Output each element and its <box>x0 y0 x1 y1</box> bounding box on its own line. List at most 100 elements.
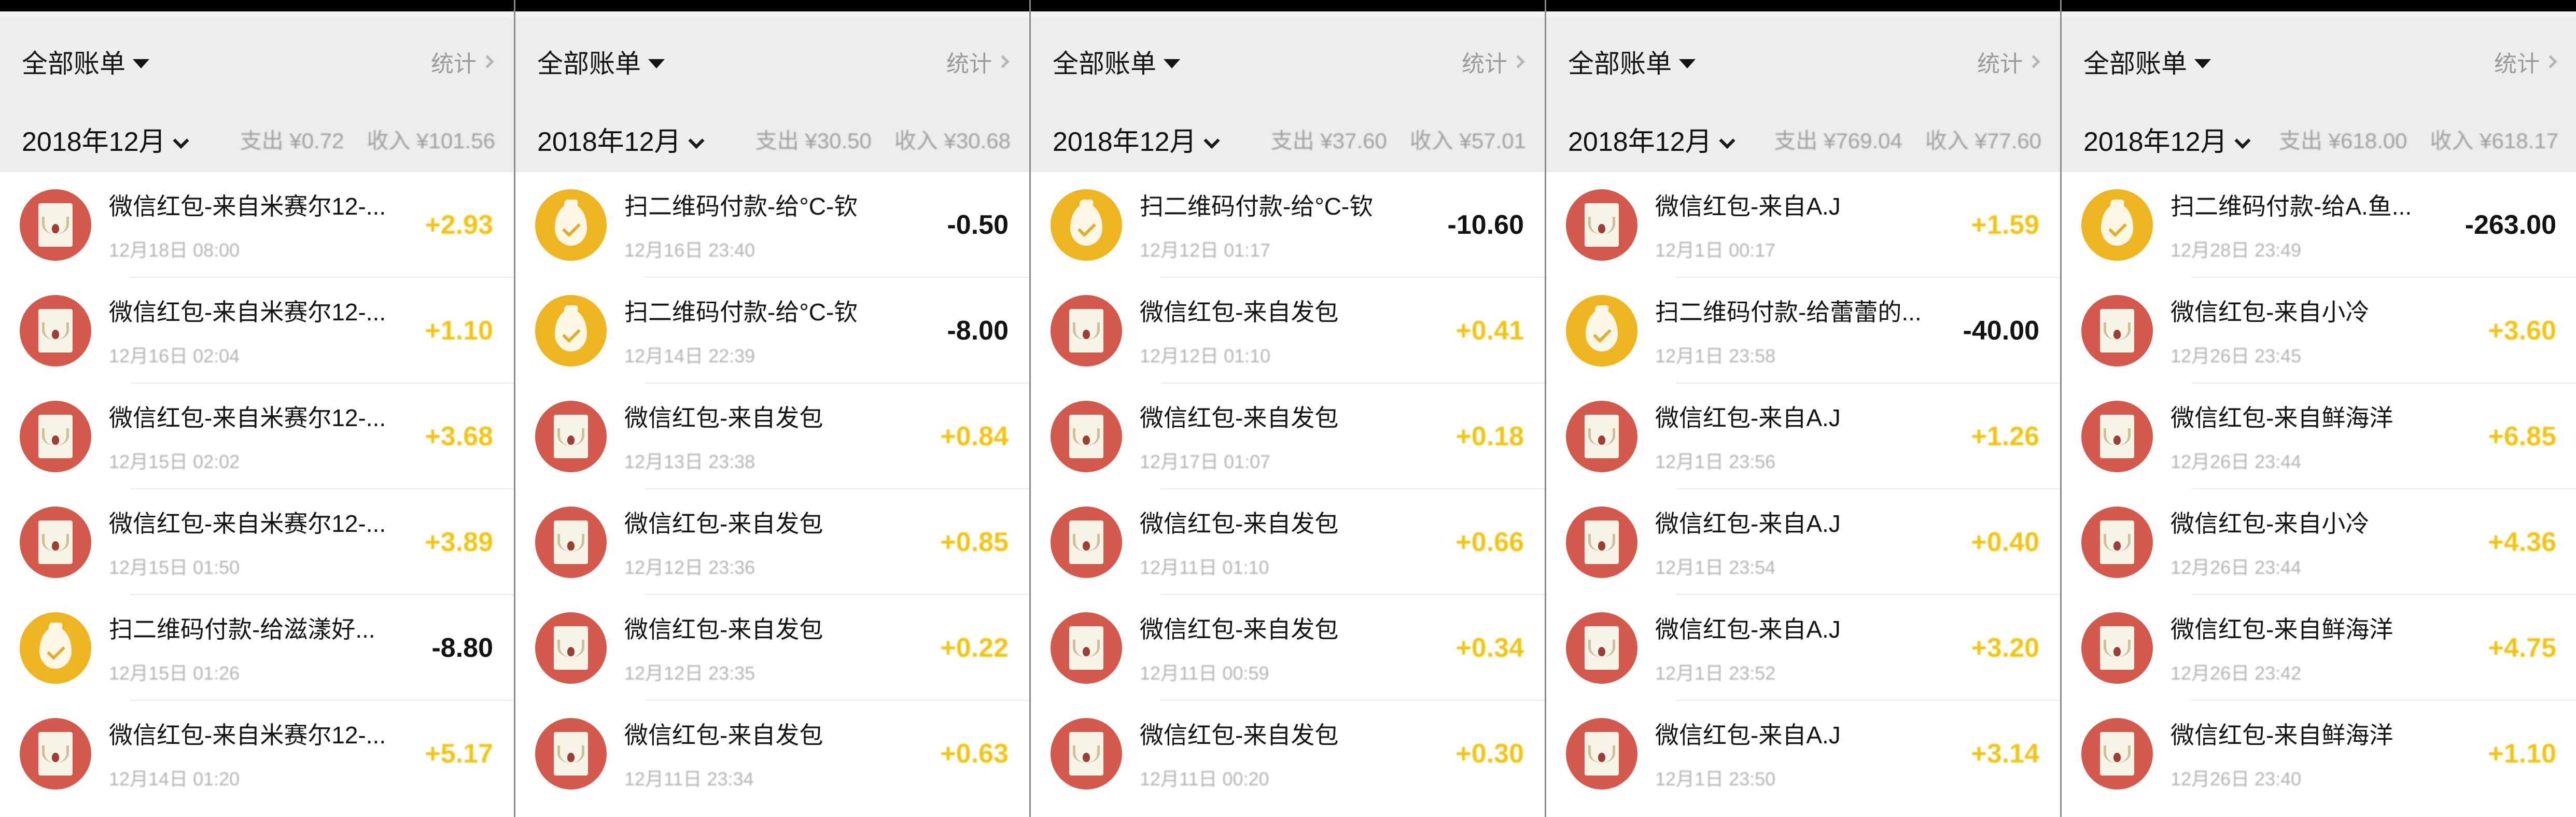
transaction-row[interactable]: 扫二维码付款-给蕾蕾的... 12月1日 23:58 -40.00 <box>1546 278 2060 384</box>
month-selector[interactable]: 2018年12月 <box>537 120 705 159</box>
statistics-link[interactable]: 统计 <box>1462 45 1525 78</box>
transaction-date: 12月17日 01:07 <box>1140 451 1271 472</box>
transaction-info: 微信红包-来自小冷 12月26日 23:45 <box>2171 293 2479 368</box>
transaction-row[interactable]: 微信红包-来自发包 12月11日 00:59 +0.34 <box>1031 595 1545 701</box>
bill-filter-button[interactable]: 全部账单 <box>1053 43 1180 80</box>
transaction-row[interactable]: 扫二维码付款-给°C-钦 12月16日 23:40 -0.50 <box>515 172 1029 278</box>
statistics-label: 统计 <box>2494 51 2540 77</box>
transaction-row[interactable]: 微信红包-来自发包 12月11日 00:20 +0.30 <box>1031 701 1545 807</box>
month-selector[interactable]: 2018年12月 <box>1053 120 1220 159</box>
chevron-down-icon <box>133 59 149 68</box>
red-packet-icon <box>1566 189 1637 261</box>
statistics-link[interactable]: 统计 <box>2494 45 2557 78</box>
bill-filter-label: 全部账单 <box>22 49 125 78</box>
transaction-row[interactable]: 微信红包-来自鲜海洋 12月26日 23:44 +6.85 <box>2062 384 2576 489</box>
status-bar-strip <box>515 0 1029 11</box>
envelope-glyph <box>1585 732 1619 776</box>
transaction-title: 微信红包-来自A.J <box>1655 616 1841 643</box>
month-selector[interactable]: 2018年12月 <box>2083 120 2251 159</box>
statistics-link[interactable]: 统计 <box>946 45 1010 78</box>
transaction-info: 微信红包-来自米赛尔12-... 12月16日 02:04 <box>109 293 415 368</box>
transaction-title: 微信红包-来自A.J <box>1655 404 1841 431</box>
transaction-date: 12月14日 01:20 <box>109 768 240 790</box>
transaction-row[interactable]: 微信红包-来自A.J 12月1日 23:52 +3.20 <box>1546 595 2060 701</box>
chevron-down-icon <box>2194 59 2211 68</box>
transaction-row[interactable]: 微信红包-来自发包 12月12日 23:36 +0.85 <box>515 489 1029 595</box>
status-bar-filler <box>0 11 514 18</box>
transaction-amount: +3.20 <box>1971 633 2039 663</box>
expense-total: 支出 ¥37.60 <box>1270 128 1387 153</box>
transaction-row[interactable]: 微信红包-来自A.J 12月1日 23:54 +0.40 <box>1546 489 2060 595</box>
transaction-row[interactable]: 扫二维码付款-给°C-钦 12月14日 22:39 -8.00 <box>515 278 1029 384</box>
transaction-row[interactable]: 微信红包-来自米赛尔12-... 12月16日 02:04 +1.10 <box>0 278 514 384</box>
transaction-info: 微信红包-来自小冷 12月26日 23:44 <box>2171 505 2479 580</box>
transaction-date: 12月28日 23:49 <box>2171 240 2302 261</box>
red-packet-icon <box>1051 506 1122 578</box>
status-bar-filler <box>1546 11 2060 18</box>
bill-filter-button[interactable]: 全部账单 <box>1568 43 1696 80</box>
chevron-down-icon <box>1203 132 1220 149</box>
transaction-list: 扫二维码付款-给°C-钦 12月12日 01:17 -10.60 微信红包-来自发包 1… <box>1031 172 1545 817</box>
qr-pay-icon <box>535 189 607 261</box>
transaction-row[interactable]: 微信红包-来自米赛尔12-... 12月18日 08:00 +2.93 <box>0 172 514 278</box>
bill-screen-5: 全部账单 统计 2018年12月 支出 ¥618.00 收入 ¥618.17 扫二维码付款… <box>2062 0 2576 817</box>
transaction-title: 微信红包-来自米赛尔12-... <box>109 510 386 537</box>
transaction-row[interactable]: 微信红包-来自发包 12月13日 23:38 +0.84 <box>515 384 1029 489</box>
transaction-row[interactable]: 微信红包-来自发包 12月17日 01:07 +0.18 <box>1031 384 1545 489</box>
transaction-row[interactable]: 微信红包-来自米赛尔12-... 12月15日 02:02 +3.68 <box>0 384 514 489</box>
bill-filter-button[interactable]: 全部账单 <box>22 43 149 80</box>
transaction-info: 扫二维码付款-给°C-钦 12月14日 22:39 <box>624 293 937 368</box>
transaction-info: 微信红包-来自发包 12月11日 00:59 <box>1140 611 1446 685</box>
transaction-row[interactable]: 微信红包-来自发包 12月11日 23:34 +0.63 <box>515 701 1029 807</box>
transaction-amount: -8.80 <box>431 633 493 663</box>
envelope-glyph <box>1069 520 1103 564</box>
transaction-info: 微信红包-来自米赛尔12-... 12月15日 02:02 <box>109 399 415 474</box>
transaction-row[interactable]: 微信红包-来自米赛尔12-... 12月15日 01:50 +3.89 <box>0 489 514 595</box>
month-label: 2018年12月 <box>1568 126 1712 157</box>
transaction-date: 12月11日 00:59 <box>1140 663 1269 684</box>
transaction-title: 扫二维码付款-给A.鱼... <box>2171 193 2412 220</box>
status-bar-filler <box>1031 11 1545 18</box>
transaction-title: 扫二维码付款-给°C-钦 <box>624 299 858 326</box>
transaction-row[interactable]: 微信红包-来自小冷 12月26日 23:44 +4.36 <box>2062 489 2576 595</box>
statistics-link[interactable]: 统计 <box>1977 45 2040 78</box>
month-selector[interactable]: 2018年12月 <box>22 120 189 159</box>
transaction-date: 12月26日 23:40 <box>2171 768 2302 790</box>
transaction-row[interactable]: 微信红包-来自A.J 12月1日 23:56 +1.26 <box>1546 384 2060 489</box>
transaction-info: 微信红包-来自发包 12月11日 23:34 <box>624 716 931 791</box>
transaction-info: 微信红包-来自米赛尔12-... 12月18日 08:00 <box>109 188 415 262</box>
transaction-date: 12月1日 23:56 <box>1655 451 1776 472</box>
transaction-title: 微信红包-来自A.J <box>1655 722 1841 749</box>
transaction-info: 扫二维码付款-给蕾蕾的... 12月1日 23:58 <box>1655 293 1954 368</box>
transaction-row[interactable]: 扫二维码付款-给A.鱼... 12月28日 23:49 -263.00 <box>2062 172 2576 278</box>
bill-filter-button[interactable]: 全部账单 <box>537 43 665 80</box>
transaction-date: 12月18日 08:00 <box>109 240 240 261</box>
transaction-info: 扫二维码付款-给°C-钦 12月16日 23:40 <box>624 188 937 262</box>
transaction-row[interactable]: 微信红包-来自米赛尔12-... 12月14日 01:20 +5.17 <box>0 701 514 807</box>
transaction-row[interactable]: 微信红包-来自A.J 12月1日 23:50 +3.14 <box>1546 701 2060 807</box>
month-selector[interactable]: 2018年12月 <box>1568 120 1735 159</box>
transaction-row[interactable]: 扫二维码付款-给滋漾好... 12月15日 01:26 -8.80 <box>0 595 514 701</box>
transaction-title: 微信红包-来自米赛尔12-... <box>109 193 386 220</box>
transaction-info: 微信红包-来自发包 12月12日 01:10 <box>1140 293 1446 368</box>
transaction-row[interactable]: 微信红包-来自发包 12月12日 23:35 +0.22 <box>515 595 1029 701</box>
transaction-row[interactable]: 微信红包-来自发包 12月12日 01:10 +0.41 <box>1031 278 1545 384</box>
transaction-row[interactable]: 微信红包-来自鲜海洋 12月26日 23:40 +1.10 <box>2062 701 2576 807</box>
transaction-row[interactable]: 微信红包-来自A.J 12月1日 00:17 +1.59 <box>1546 172 2060 278</box>
statistics-link[interactable]: 统计 <box>431 45 494 78</box>
statistics-label: 统计 <box>431 51 477 77</box>
transaction-amount: +2.93 <box>425 210 493 240</box>
bill-filter-button[interactable]: 全部账单 <box>2083 43 2211 80</box>
envelope-glyph <box>38 309 73 353</box>
transaction-title: 微信红包-来自鲜海洋 <box>2171 616 2393 643</box>
red-packet-icon <box>535 401 607 472</box>
envelope-glyph <box>38 520 73 564</box>
transaction-row[interactable]: 微信红包-来自发包 12月11日 01:10 +0.66 <box>1031 489 1545 595</box>
transaction-title: 微信红包-来自发包 <box>1140 510 1339 537</box>
chevron-right-icon <box>2027 55 2040 68</box>
transaction-row[interactable]: 微信红包-来自小冷 12月26日 23:45 +3.60 <box>2062 278 2576 384</box>
transaction-row[interactable]: 扫二维码付款-给°C-钦 12月12日 01:17 -10.60 <box>1031 172 1545 278</box>
transaction-row[interactable]: 微信红包-来自鲜海洋 12月26日 23:42 +4.75 <box>2062 595 2576 701</box>
bill-filter-label: 全部账单 <box>1053 49 1156 78</box>
envelope-glyph <box>38 203 73 247</box>
